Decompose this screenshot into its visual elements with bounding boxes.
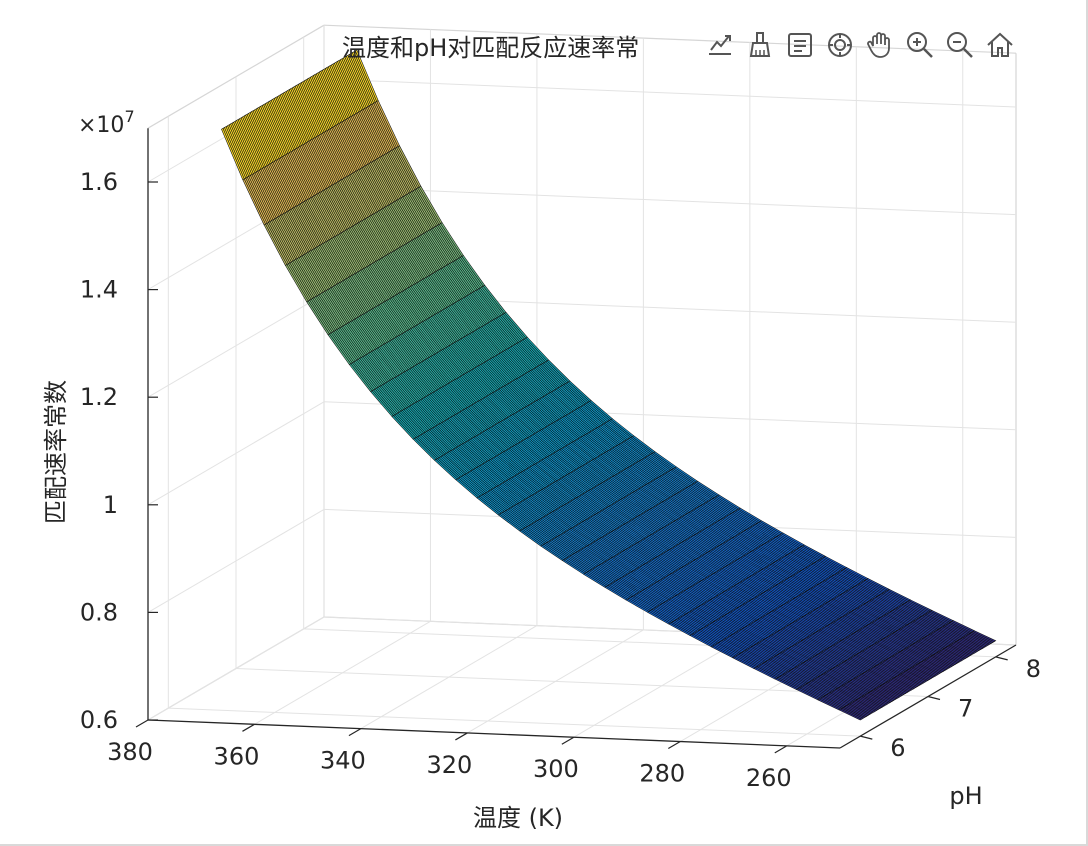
x-tick	[561, 736, 575, 745]
y-tick	[860, 735, 873, 740]
zoom-out-button[interactable]	[940, 26, 980, 64]
z-tick-label: 1	[103, 491, 118, 519]
x-tick-label: 300	[533, 755, 579, 783]
z-tick-label: 1.4	[80, 276, 118, 304]
export-button[interactable]	[700, 26, 740, 64]
x-tick	[774, 745, 788, 754]
x-tick	[348, 728, 362, 737]
y-tick	[995, 656, 1008, 661]
zoom-out-icon	[947, 32, 973, 58]
z-tick-label: 0.6	[80, 706, 118, 734]
y-tick	[927, 695, 941, 701]
x-tick-label: 280	[639, 760, 685, 788]
x-tick	[668, 741, 681, 750]
axis-line	[147, 719, 841, 749]
z-exponent-base: ×10	[78, 113, 124, 138]
x-axis-label: 温度 (K)	[473, 804, 563, 832]
y-tick-label: 8	[1026, 655, 1041, 683]
axis-ticks: 260 280 300 320 340 360 380 6 7 8 0.6 0.8 1 1.2 1.4 1.6	[80, 168, 1041, 792]
axes-toolbar	[700, 26, 1020, 64]
window-right-edge	[1086, 0, 1088, 846]
z-tick-label: 0.8	[80, 598, 118, 626]
z-tick-label: 1.2	[80, 383, 118, 411]
x-tick-label: 260	[746, 764, 792, 792]
pan-button[interactable]	[860, 26, 900, 64]
x-tick	[455, 732, 468, 741]
z-axis-label: 匹配速率常数	[42, 380, 70, 524]
window-bottom-edge	[0, 844, 1088, 846]
x-tick-label: 320	[426, 751, 472, 779]
x-tick	[135, 719, 149, 728]
rotate-3d-button[interactable]	[820, 26, 860, 64]
home-button[interactable]	[980, 26, 1020, 64]
z-exponent-label: ×107	[78, 107, 135, 138]
y-axis-label: pH	[949, 782, 982, 810]
pan-icon	[867, 32, 890, 58]
zoom-in-button[interactable]	[900, 26, 940, 64]
z-exponent-power: 7	[124, 107, 134, 126]
chart-title: 温度和pH对匹配反应速率常	[342, 34, 639, 62]
datatip-icon	[788, 33, 812, 57]
z-gridline	[323, 78, 1017, 108]
z-gridline	[323, 186, 1017, 216]
export-icon	[709, 35, 731, 55]
surface-mesh	[221, 49, 997, 721]
box-back-edge	[323, 24, 1017, 54]
brush-button[interactable]	[740, 26, 780, 64]
x-tick-label: 360	[214, 742, 260, 770]
home-icon	[987, 32, 1013, 57]
x-tick-label: 380	[107, 738, 153, 766]
zoom-in-icon	[907, 32, 933, 58]
x-tick	[242, 723, 255, 732]
surface-cell	[355, 49, 379, 102]
x-tick-label: 340	[320, 747, 366, 775]
gridlines	[147, 25, 1017, 747]
brush-icon	[749, 32, 771, 57]
rotate-3d-icon	[828, 33, 852, 57]
y-tick-label: 6	[890, 734, 905, 762]
datatip-button[interactable]	[780, 26, 820, 64]
y-tick-label: 7	[958, 695, 973, 723]
y-gridline	[168, 707, 861, 737]
z-tick-label: 1.6	[80, 168, 118, 196]
